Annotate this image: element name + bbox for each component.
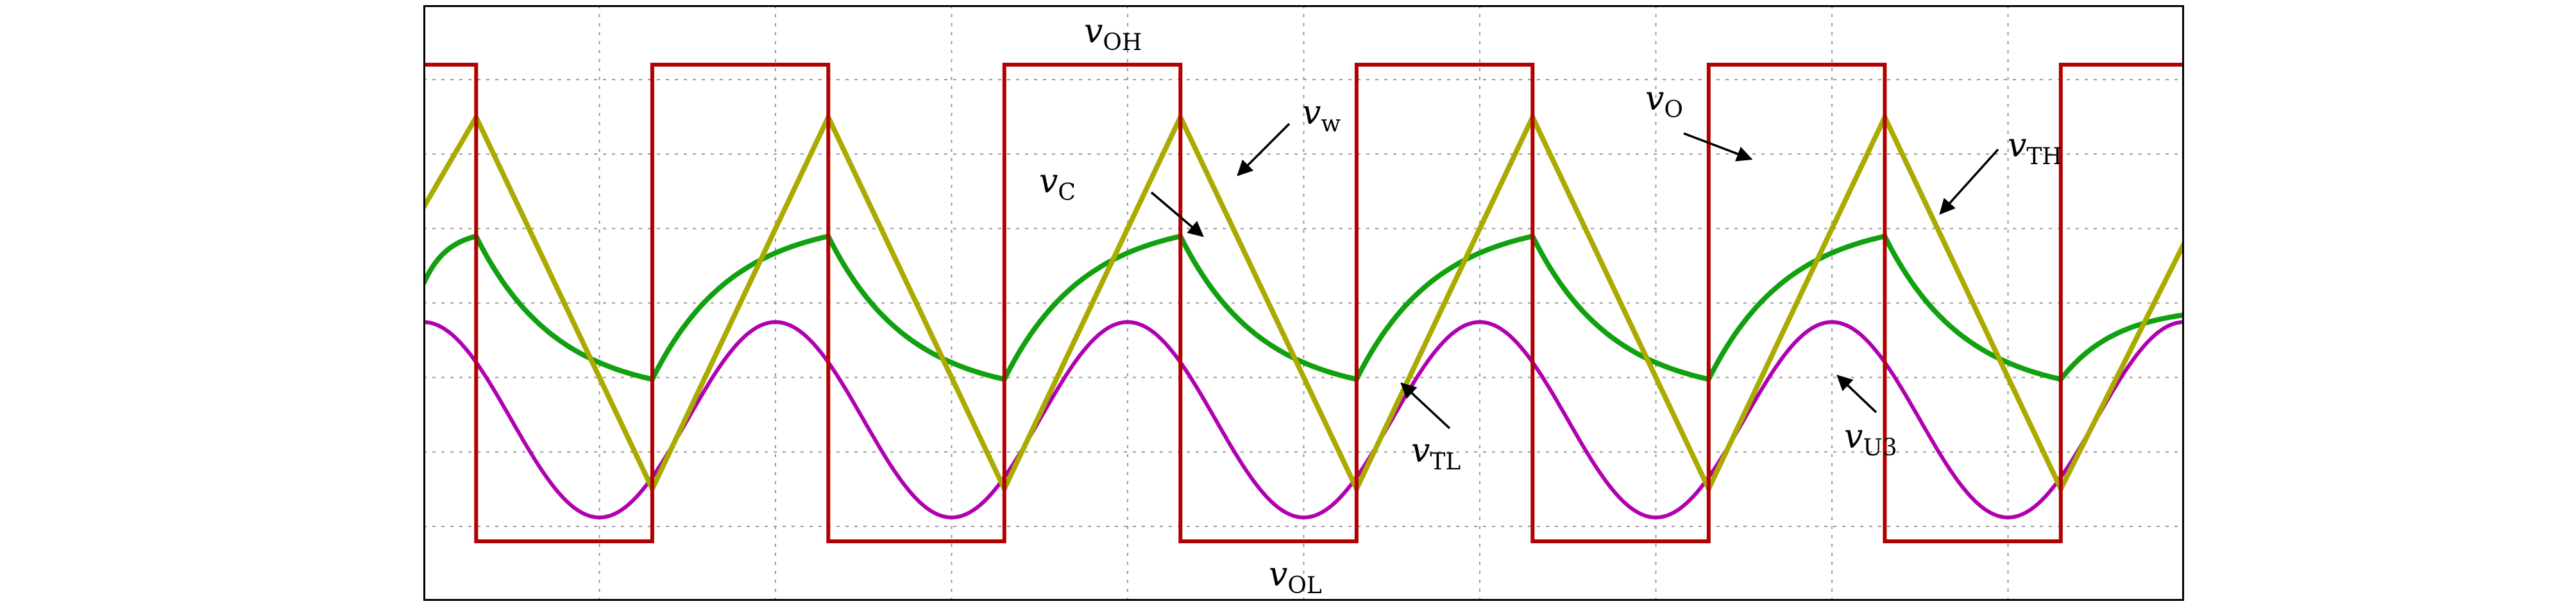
label-vth: vTH (2008, 126, 2062, 170)
series-line-vu3 (423, 320, 2184, 519)
arrow-vu3 (1836, 375, 1877, 414)
arrow-vo (1683, 132, 1753, 162)
label-vu3: vU3 (1844, 417, 1897, 461)
label-vw: vw (1302, 94, 1341, 137)
series-line-vc (423, 233, 2184, 383)
oscilloscope-chart: vOH vOL vw vC vO vTH vTL vU3 (423, 5, 2184, 601)
arrow-vtl (1400, 382, 1451, 430)
arrow-vth (1939, 148, 1999, 215)
label-vo: vO (1645, 80, 1683, 123)
label-voh: vOH (1084, 12, 1142, 56)
series-group (423, 62, 2184, 544)
arrow-vc (1150, 191, 1204, 237)
label-vol: vOL (1269, 555, 1322, 599)
arrow-vw (1237, 122, 1291, 176)
label-vc: vC (1039, 162, 1076, 206)
series-line-vw (423, 111, 2184, 495)
label-vtl: vTL (1411, 432, 1461, 475)
series-line-vo (423, 62, 2184, 544)
plot-frame (423, 5, 2184, 601)
